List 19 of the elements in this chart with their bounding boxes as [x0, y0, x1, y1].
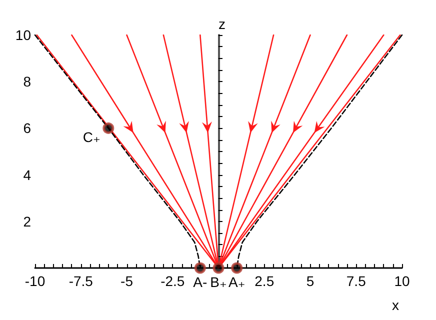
x-tick-label: 2.5: [254, 273, 274, 289]
y-tick-label: 8: [23, 74, 32, 90]
x-tick-label: -10: [24, 273, 46, 289]
y-axis-title: z: [218, 16, 226, 32]
x-tick-label: -7.5: [68, 273, 94, 289]
y-tick-label: 6: [23, 120, 32, 136]
y-tick-label: 2: [23, 213, 32, 230]
annotation: C₊: [82, 129, 100, 146]
x-tick-label: -2.5: [160, 273, 185, 289]
x-tick-label: -5: [120, 273, 134, 289]
x-axis-title: x: [392, 297, 399, 313]
x-tick-label: 5: [306, 273, 314, 289]
y-tick-label: 4: [23, 166, 32, 183]
annotation: B₊: [210, 274, 227, 290]
annotation: A₊: [228, 274, 246, 290]
annotation: A-: [193, 274, 208, 290]
y-tick-label: 10: [15, 27, 32, 43]
x-tick-label: 10: [394, 273, 410, 289]
x-tick-label: 7.5: [346, 273, 366, 289]
